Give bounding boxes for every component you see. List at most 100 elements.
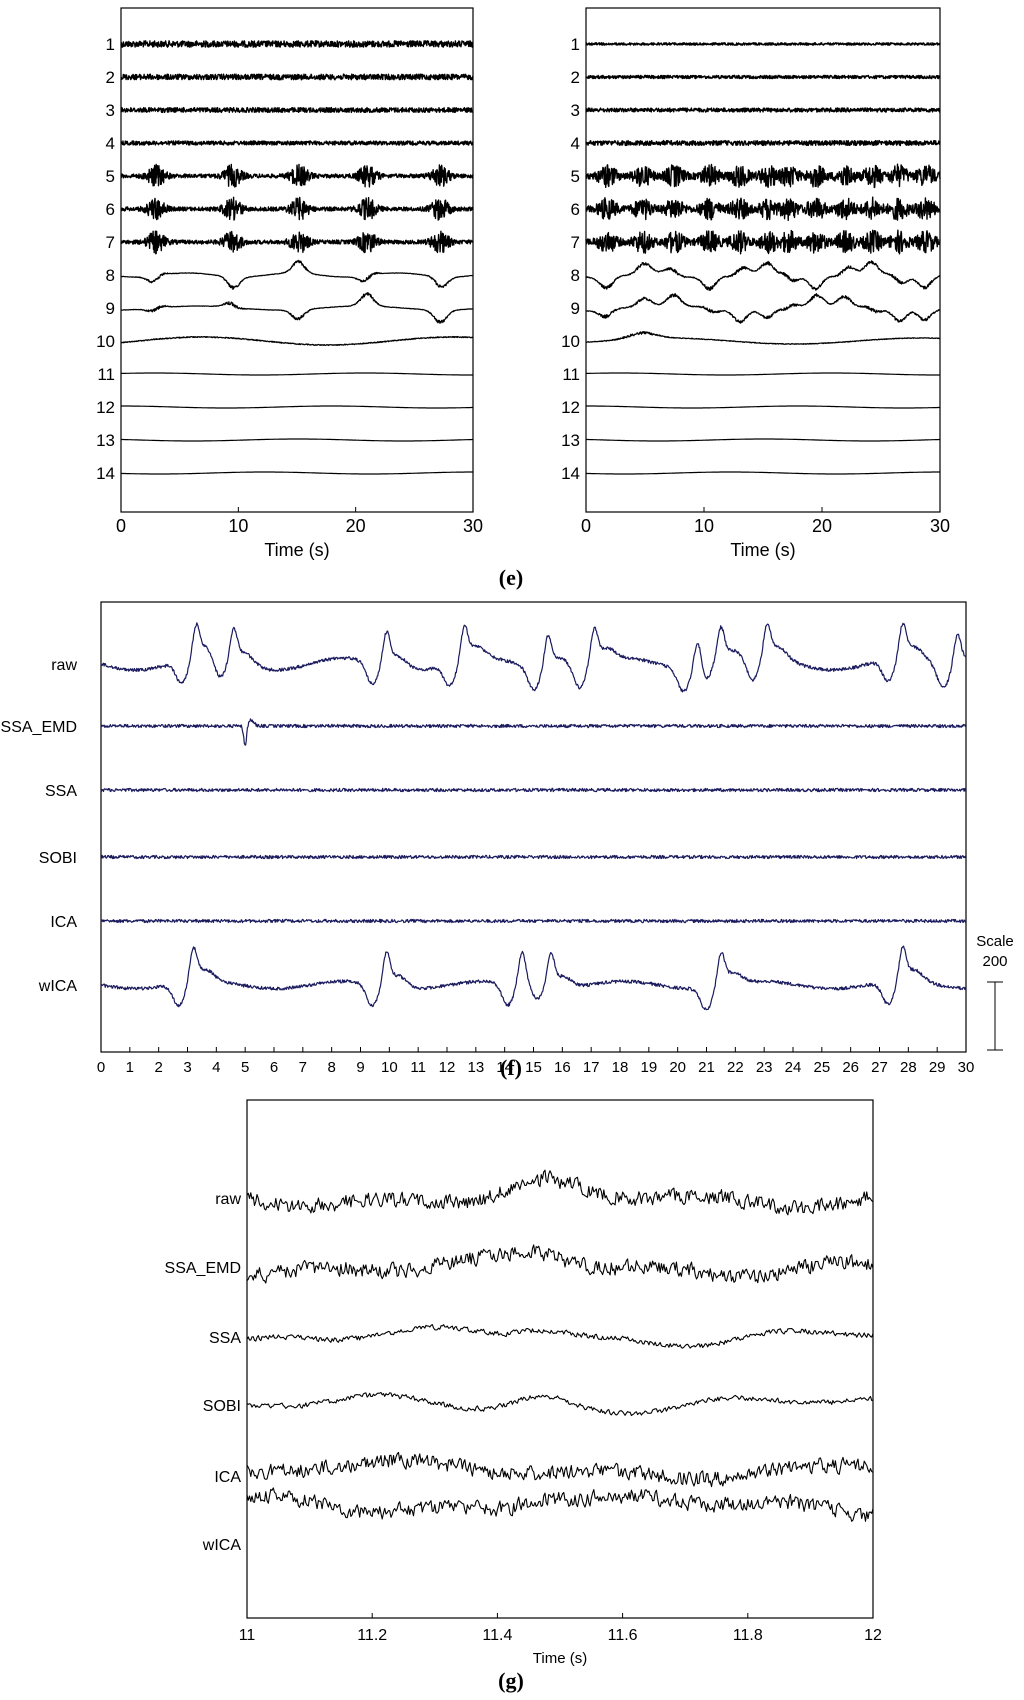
plot-frame (246, 1099, 874, 1619)
channel-trace (120, 471, 474, 475)
series-trace (246, 1169, 874, 1216)
channel-trace (585, 42, 941, 46)
channel-label: 13 (561, 431, 580, 450)
channel-label: 3 (106, 101, 115, 120)
channel-trace (585, 139, 941, 147)
channel-trace (120, 405, 474, 409)
x-tick-label: 24 (785, 1059, 802, 1076)
channel-trace (120, 196, 474, 221)
series-label: SSA (209, 1330, 241, 1347)
x-tick-label: 26 (842, 1059, 859, 1076)
channel-trace (585, 331, 941, 345)
x-tick-label: 29 (929, 1059, 946, 1076)
series-label: ICA (50, 914, 77, 931)
x-tick-label: 11.6 (608, 1627, 638, 1644)
caption-f: (f) (500, 1055, 522, 1080)
x-tick-label: 11 (239, 1627, 256, 1644)
channel-trace (585, 229, 941, 255)
channel-label: 14 (96, 464, 115, 483)
channel-trace (120, 106, 474, 114)
caption-e: (e) (499, 565, 523, 590)
x-tick-label: 22 (727, 1059, 744, 1076)
channel-trace (120, 335, 474, 347)
x-tick-label: 3 (183, 1059, 191, 1076)
channel-trace (120, 438, 474, 442)
channel-trace (585, 372, 941, 376)
x-tick-label: 25 (813, 1059, 830, 1076)
channel-trace (585, 163, 941, 189)
x-tick-label: 17 (583, 1059, 600, 1076)
x-tick-label: 1 (126, 1059, 134, 1076)
x-tick-label: 8 (327, 1059, 335, 1076)
x-tick-label: 20 (669, 1059, 686, 1076)
x-tick-label: 0 (116, 516, 126, 536)
channel-label: 10 (96, 332, 115, 351)
series-trace (246, 1324, 874, 1349)
channel-label: 11 (97, 365, 115, 384)
x-tick-label: 0 (97, 1059, 105, 1076)
channel-trace (585, 74, 941, 80)
channel-trace (585, 405, 941, 409)
series-label: SSA_EMD (1, 719, 77, 736)
x-tick-label: 0 (581, 516, 591, 536)
channel-label: 11 (562, 365, 580, 384)
x-tick-label: 4 (212, 1059, 220, 1076)
x-tick-label: 27 (871, 1059, 888, 1076)
channel-label: 9 (106, 299, 115, 318)
series-trace (100, 787, 967, 793)
x-tick-label: 6 (270, 1059, 278, 1076)
x-tick-label: 12 (864, 1627, 882, 1644)
x-tick-label: 11.8 (733, 1627, 763, 1644)
series-label: SSA (45, 783, 77, 800)
channel-label: 6 (571, 200, 580, 219)
channel-trace (120, 163, 474, 188)
series-label: wICA (38, 978, 78, 995)
x-tick-label: 30 (930, 516, 950, 536)
channel-trace (585, 438, 941, 442)
x-tick-label: 11 (410, 1059, 426, 1076)
channel-label: 1 (106, 35, 115, 54)
channel-label: 6 (106, 200, 115, 219)
channel-label: 4 (571, 134, 580, 153)
x-tick-label: 10 (381, 1059, 398, 1076)
series-trace (246, 1391, 874, 1417)
x-tick-label: 18 (612, 1059, 629, 1076)
series-trace (100, 945, 967, 1011)
x-tick-label: 21 (698, 1059, 715, 1076)
x-tick-label: 19 (640, 1059, 657, 1076)
x-tick-label: 10 (228, 516, 248, 536)
x-tick-label: 23 (756, 1059, 773, 1076)
x-axis-label: Time (s) (533, 1650, 587, 1667)
channel-label: 13 (96, 431, 115, 450)
x-tick-label: 12 (439, 1059, 456, 1076)
x-tick-label: 14 (496, 1059, 513, 1076)
series-trace (246, 1451, 874, 1488)
x-tick-label: 9 (356, 1059, 364, 1076)
x-tick-label: 15 (525, 1059, 542, 1076)
plot-frame (585, 7, 941, 513)
x-tick-label: 20 (346, 516, 366, 536)
channel-label: 10 (561, 332, 580, 351)
series-label: SSA_EMD (165, 1260, 241, 1277)
x-tick-label: 11.2 (357, 1627, 387, 1644)
x-axis-label: Time (s) (264, 540, 329, 560)
series-label: raw (215, 1191, 241, 1208)
channel-label: 4 (106, 134, 115, 153)
series-label: ICA (214, 1469, 241, 1486)
channel-trace (120, 259, 474, 290)
channel-label: 12 (96, 398, 115, 417)
channel-trace (585, 471, 941, 475)
series-trace (246, 1487, 874, 1522)
scale-value: 200 (982, 953, 1007, 970)
channel-trace (120, 372, 474, 376)
x-tick-label: 16 (554, 1059, 571, 1076)
channel-trace (585, 293, 941, 324)
series-label: SOBI (39, 850, 77, 867)
series-trace (100, 718, 967, 746)
channel-label: 2 (571, 68, 580, 87)
channel-label: 7 (571, 233, 580, 252)
scale-label: Scale (976, 933, 1014, 950)
